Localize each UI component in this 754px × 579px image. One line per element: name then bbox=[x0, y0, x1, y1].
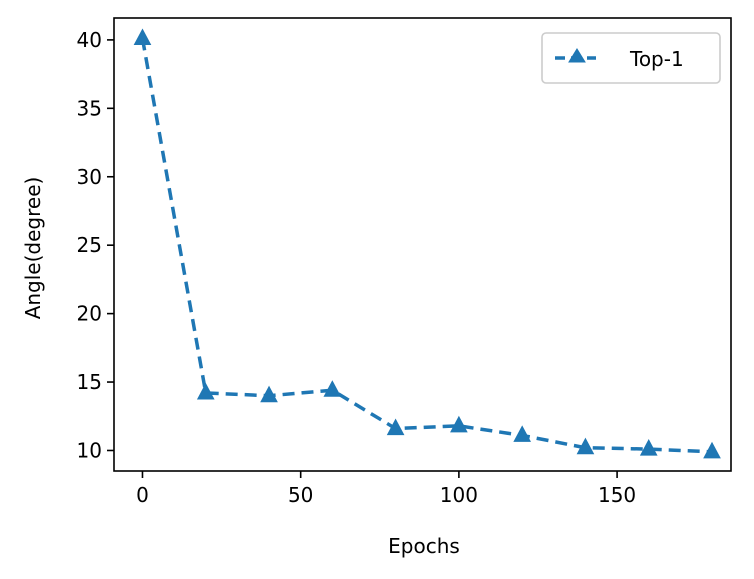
data-point bbox=[703, 441, 721, 459]
data-point bbox=[576, 437, 595, 455]
x-tick-label: 150 bbox=[598, 483, 636, 507]
legend-label: Top-1 bbox=[629, 47, 684, 71]
x-tick-label: 50 bbox=[288, 483, 313, 507]
y-tick-label: 25 bbox=[77, 233, 102, 257]
series-line-0 bbox=[140, 38, 713, 454]
plot-area bbox=[113, 17, 732, 472]
x-tick-label: 100 bbox=[440, 483, 478, 507]
y-tick-label: 20 bbox=[77, 302, 102, 326]
y-tick-label: 35 bbox=[77, 96, 102, 120]
series-layer bbox=[133, 28, 721, 459]
data-point bbox=[260, 385, 278, 403]
x-axis-label: Epochs bbox=[388, 534, 460, 558]
data-point bbox=[386, 418, 405, 436]
data-point bbox=[513, 425, 532, 442]
x-tick-label: 0 bbox=[136, 483, 149, 507]
y-tick-label: 15 bbox=[77, 370, 102, 394]
data-point bbox=[323, 380, 342, 397]
data-point bbox=[450, 415, 468, 433]
y-axis-label: Angle(degree) bbox=[21, 177, 45, 320]
data-point bbox=[196, 382, 215, 400]
y-tick-label: 10 bbox=[77, 438, 102, 462]
legend-box bbox=[541, 32, 721, 84]
legend: Top-1 bbox=[541, 32, 721, 84]
x-axis-ticks: 0 50 100 150 bbox=[136, 471, 636, 507]
plot-frame bbox=[113, 17, 732, 472]
y-tick-label: 40 bbox=[77, 28, 102, 52]
legend-marker bbox=[568, 48, 586, 63]
y-axis-ticks: 10 15 20 25 30 35 40 bbox=[77, 28, 114, 462]
y-tick-label: 30 bbox=[77, 165, 102, 189]
data-point bbox=[639, 439, 658, 456]
data-point bbox=[133, 28, 152, 46]
